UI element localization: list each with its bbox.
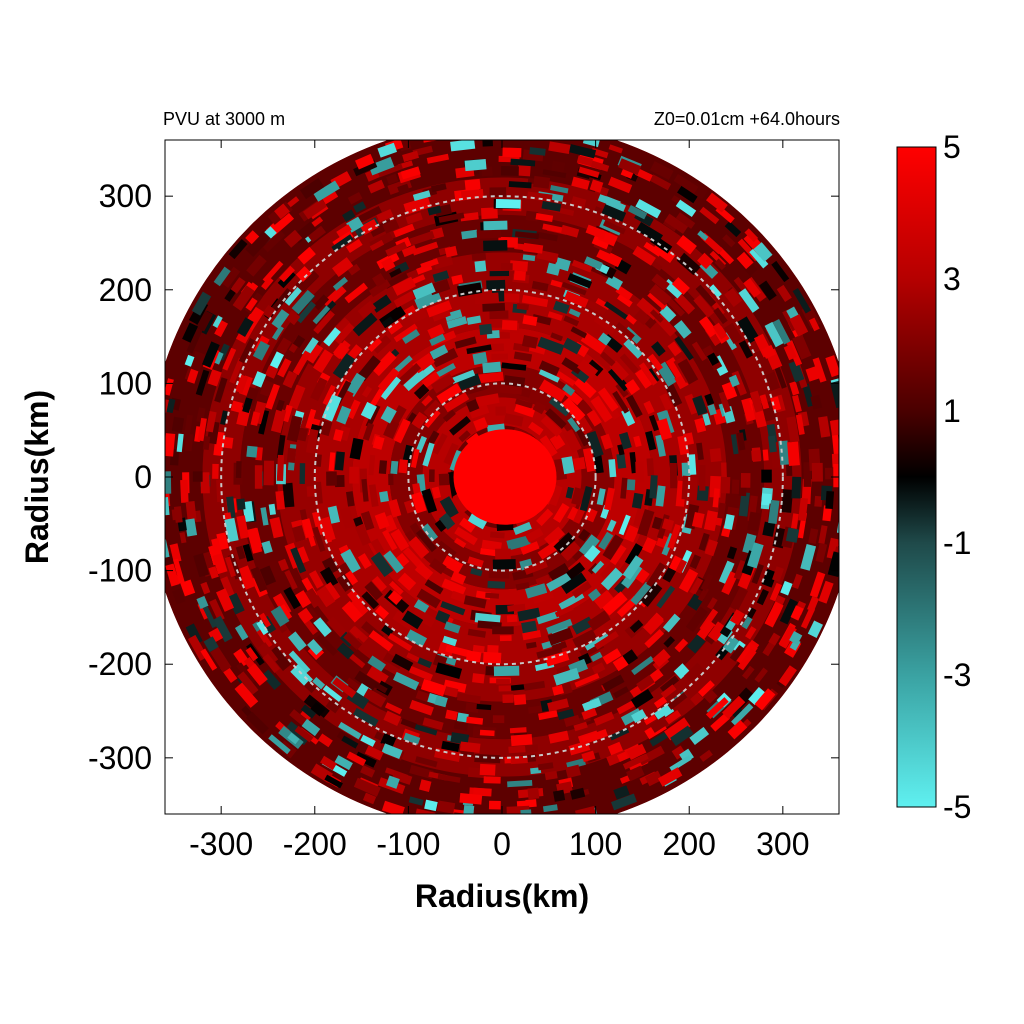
colorbar-tick-label: -5 <box>943 789 971 825</box>
reference-circle-200 <box>313 288 691 666</box>
reference-circle-100 <box>407 382 597 572</box>
x-tick-label: -200 <box>283 826 347 862</box>
colorbar-tick-label: 1 <box>943 393 961 429</box>
y-tick-label: 100 <box>99 365 152 401</box>
x-tick-label: 100 <box>569 826 622 862</box>
x-tick-label: 200 <box>663 826 716 862</box>
colorbar-tick-label: -1 <box>943 525 971 561</box>
y-tick-label: -200 <box>88 646 152 682</box>
y-tick-label: -300 <box>88 740 152 776</box>
colorbar-tick-label: 3 <box>943 261 961 297</box>
x-axis: -300 -200 -100 0 100 200 300 <box>189 140 810 862</box>
y-tick-label: 300 <box>99 178 152 214</box>
y-axis-label: Radius(km) <box>19 390 55 564</box>
chart-title-left: PVU at 3000 m <box>163 109 286 129</box>
y-tick-label: 200 <box>99 272 152 308</box>
x-tick-label: 300 <box>756 826 809 862</box>
y-tick-label: 0 <box>134 459 152 495</box>
y-tick-label: -100 <box>88 553 152 589</box>
colorbar-tick-label: 5 <box>943 129 961 165</box>
reference-circle-300 <box>220 195 784 759</box>
colorbar <box>896 146 937 808</box>
x-tick-label: -100 <box>376 826 440 862</box>
reference-circles <box>220 195 784 759</box>
x-axis-label: Radius(km) <box>415 878 589 914</box>
heatmap-field <box>165 140 839 814</box>
y-axis: 300 200 100 0 -100 -200 -300 <box>88 178 839 776</box>
colorbar-tick-label: -3 <box>943 657 971 693</box>
x-tick-label: -300 <box>189 826 253 862</box>
colorbar-ticks: 5 3 1 -1 -3 -5 <box>943 129 971 825</box>
chart-title-right: Z0=0.01cm +64.0hours <box>653 109 840 129</box>
x-tick-label: 0 <box>493 826 511 862</box>
